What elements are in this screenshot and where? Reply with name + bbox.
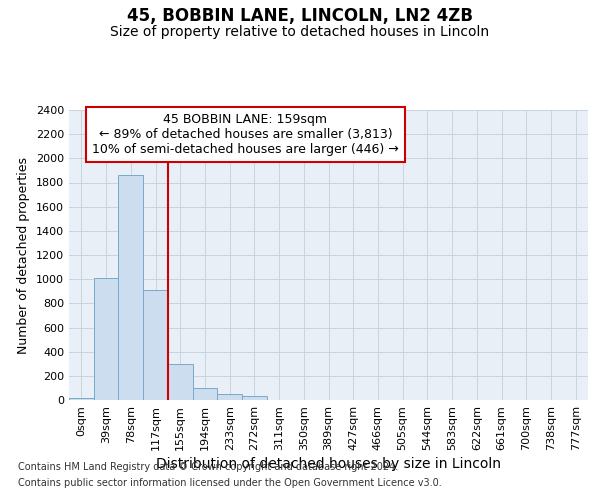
Bar <box>69 398 94 400</box>
Text: Size of property relative to detached houses in Lincoln: Size of property relative to detached ho… <box>110 25 490 39</box>
Bar <box>193 388 217 400</box>
Bar <box>217 394 242 400</box>
Y-axis label: Number of detached properties: Number of detached properties <box>17 156 31 354</box>
Text: 45, BOBBIN LANE, LINCOLN, LN2 4ZB: 45, BOBBIN LANE, LINCOLN, LN2 4ZB <box>127 8 473 26</box>
X-axis label: Distribution of detached houses by size in Lincoln: Distribution of detached houses by size … <box>156 457 501 471</box>
Bar <box>94 278 118 400</box>
Bar <box>242 396 267 400</box>
Text: 45 BOBBIN LANE: 159sqm
← 89% of detached houses are smaller (3,813)
10% of semi-: 45 BOBBIN LANE: 159sqm ← 89% of detached… <box>92 113 399 156</box>
Bar <box>118 176 143 400</box>
Text: Contains public sector information licensed under the Open Government Licence v3: Contains public sector information licen… <box>18 478 442 488</box>
Bar <box>143 290 168 400</box>
Text: Contains HM Land Registry data © Crown copyright and database right 2024.: Contains HM Land Registry data © Crown c… <box>18 462 398 472</box>
Bar <box>168 364 193 400</box>
